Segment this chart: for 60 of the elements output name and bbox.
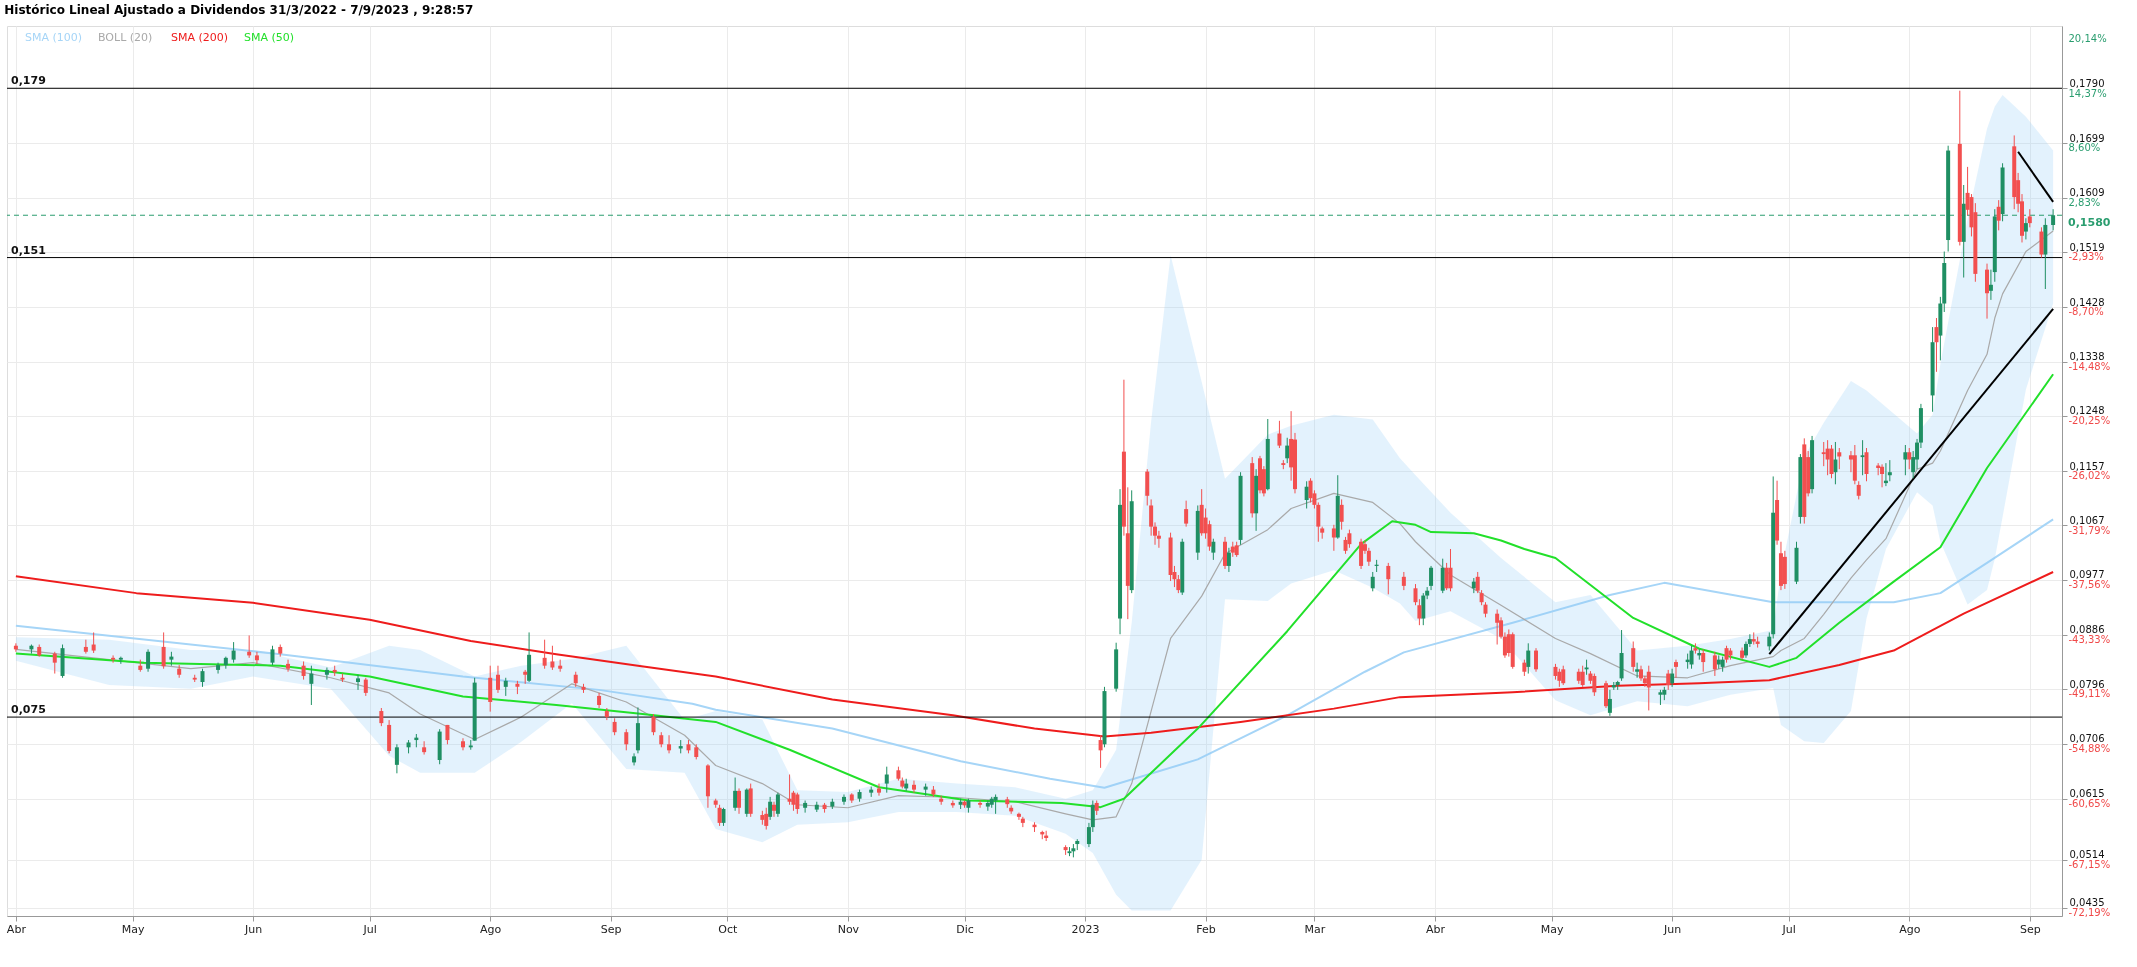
y-tick-label: 0,1428	[2069, 296, 2105, 308]
y2-tick-label: -43,33%	[2068, 633, 2111, 645]
y-tick-label: 0,1157	[2069, 460, 2105, 472]
y2-tick-label: -26,02%	[2068, 469, 2111, 481]
x-tick-label: Abr	[1425, 922, 1446, 936]
x-tick-label: Dic	[956, 922, 974, 936]
x-tick-label: Sep	[2019, 922, 2041, 936]
y-tick-label: 0,0796	[2069, 678, 2105, 690]
x-tick-label: Jul	[1781, 922, 1796, 936]
y-tick-label: 0,1790	[2069, 77, 2105, 89]
x-tick-label: Jun	[1663, 922, 1682, 936]
text: SMA (200)	[171, 31, 229, 44]
chart-title: Histórico Lineal Ajustado a Dividendos 31/3/2022 - 7/9/2023 , 9:28:57	[4, 3, 474, 18]
y2-tick-label: -54,88%	[2068, 743, 2111, 755]
y2-tick-label: -2,93%	[2068, 251, 2104, 263]
y-tick-label: 0,1519	[2069, 241, 2105, 253]
y-tick-label: 0,0886	[2069, 624, 2105, 636]
x-tick-label: Nov	[837, 922, 860, 936]
y-tick-label: 0,1248	[2069, 405, 2105, 417]
ref-line-label: 0,1580	[2068, 216, 2111, 230]
y2-tick-label: -31,79%	[2068, 524, 2111, 536]
y-tick-label: 0,1609	[2069, 187, 2105, 199]
x-tick-label: Sep	[600, 922, 622, 936]
x-tick-label: Abr	[6, 922, 27, 936]
text: BOLL (20)	[98, 31, 153, 44]
y-tick-label: 0,0615	[2069, 788, 2105, 800]
x-tick-label: Jun	[243, 922, 263, 936]
y2-tick-label: -49,11%	[2068, 688, 2111, 700]
x-tick-label: 2023	[1071, 922, 1100, 936]
y2-tick-label: -37,56%	[2068, 579, 2111, 591]
y2-tick-label: -14,48%	[2068, 360, 2111, 372]
y2-tick-label: -20,25%	[2068, 415, 2111, 427]
y-tick-label: 0,0706	[2069, 733, 2105, 745]
x-tick-label: Oct	[718, 922, 739, 936]
y2-tick-label: -8,70%	[2068, 306, 2104, 318]
ref-line-label: 0,179	[11, 74, 46, 88]
text: SMA (100)	[25, 31, 83, 44]
y-tick-label: 0,1067	[2069, 514, 2105, 526]
x-tick-label: Jul	[362, 922, 377, 936]
y2-tick-label: 8,60%	[2068, 142, 2101, 154]
ref-line-label: 0,151	[11, 243, 46, 257]
y-tick-label: 0,1338	[2069, 351, 2105, 363]
y-tick-label: 0,1699	[2069, 132, 2105, 144]
y2-tick-label: -72,19%	[2068, 906, 2111, 918]
x-tick-label: May	[121, 922, 145, 936]
y-tick-label: 0,0435	[2069, 897, 2105, 909]
y-tick-label: 0,0977	[2069, 569, 2105, 581]
y2-tick-label: 2,83%	[2068, 196, 2101, 208]
y2-tick-label: 20,14%	[2068, 33, 2107, 45]
x-tick-label: Ago	[480, 922, 502, 936]
text: SMA (50)	[244, 31, 295, 44]
ref-line-label: 0,075	[11, 703, 46, 717]
x-tick-label: Feb	[1196, 922, 1216, 936]
y2-tick-label: 14,37%	[2068, 87, 2107, 99]
x-tick-label: Mar	[1304, 922, 1326, 936]
x-tick-label: Ago	[1899, 922, 1921, 936]
y2-tick-label: -60,65%	[2068, 797, 2111, 809]
y2-tick-label: -67,15%	[2068, 859, 2111, 871]
y-tick-label: 0,0514	[2069, 849, 2105, 861]
x-tick-label: May	[1540, 922, 1564, 936]
